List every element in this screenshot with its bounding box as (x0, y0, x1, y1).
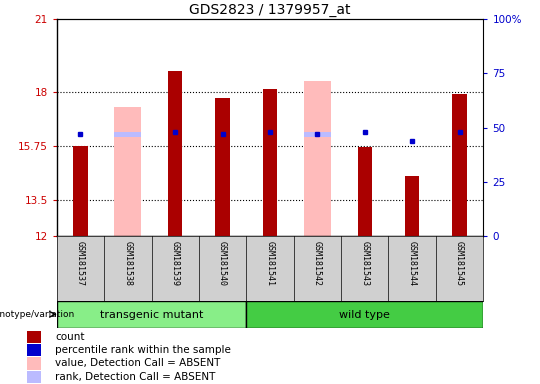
Bar (246, 301, 483, 328)
Title: GDS2823 / 1379957_at: GDS2823 / 1379957_at (189, 3, 351, 17)
Text: transgenic mutant: transgenic mutant (100, 310, 203, 320)
Text: wild type: wild type (339, 310, 390, 320)
Text: GSM181545: GSM181545 (455, 242, 464, 286)
Text: GSM181540: GSM181540 (218, 242, 227, 286)
Text: GSM181544: GSM181544 (408, 242, 417, 286)
Bar (114, 132, 141, 137)
Bar (303, 81, 331, 236)
Bar (453, 94, 467, 236)
Bar (26, 331, 42, 343)
Text: genotype/variation: genotype/variation (0, 310, 75, 319)
Bar (26, 357, 42, 369)
Bar (168, 71, 183, 236)
Text: GSM181543: GSM181543 (360, 242, 369, 286)
Text: GSM181542: GSM181542 (313, 242, 322, 286)
Bar (26, 371, 42, 383)
Bar (263, 89, 277, 236)
Bar (73, 146, 87, 236)
Bar (215, 98, 230, 236)
Bar (57, 301, 246, 328)
Text: GSM181537: GSM181537 (76, 242, 85, 286)
Text: percentile rank within the sample: percentile rank within the sample (56, 345, 231, 355)
Text: GSM181539: GSM181539 (171, 242, 180, 286)
Bar (303, 132, 331, 137)
Text: GSM181541: GSM181541 (266, 242, 274, 286)
Text: rank, Detection Call = ABSENT: rank, Detection Call = ABSENT (56, 372, 216, 382)
Text: count: count (56, 332, 85, 342)
Bar (405, 176, 420, 236)
Text: value, Detection Call = ABSENT: value, Detection Call = ABSENT (56, 358, 221, 368)
Text: GSM181538: GSM181538 (123, 242, 132, 286)
Bar (357, 147, 372, 236)
Bar (114, 107, 141, 236)
Bar (26, 344, 42, 356)
